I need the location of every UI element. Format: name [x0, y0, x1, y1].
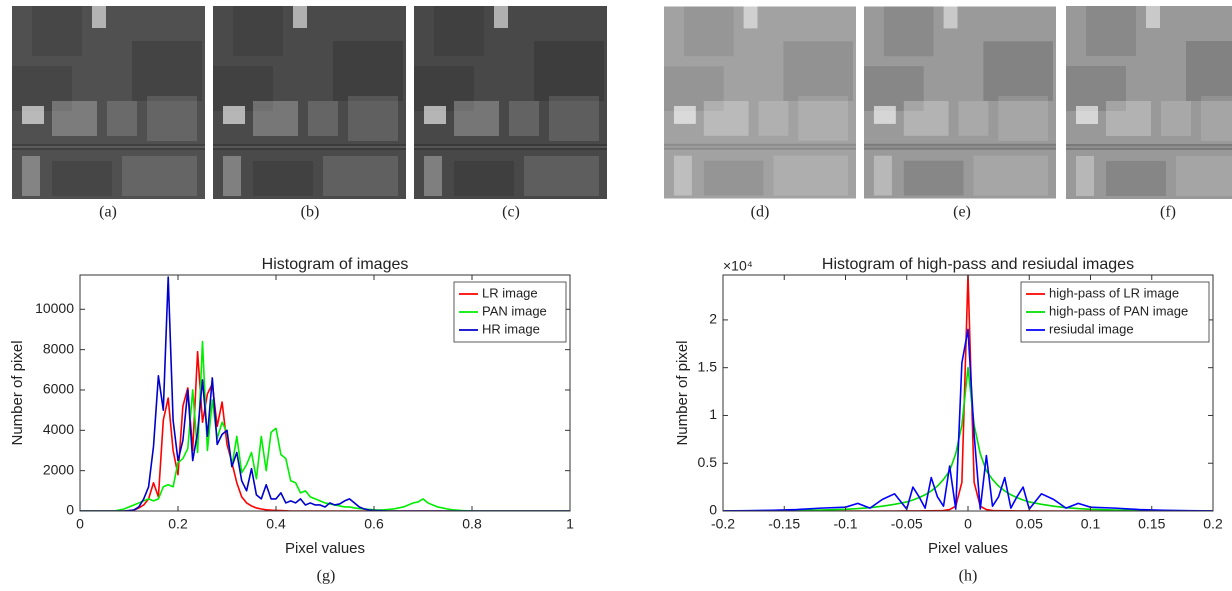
- y-tick-label: 2000: [43, 461, 74, 477]
- x-tick-label: 0.4: [266, 516, 286, 532]
- y-multiplier: ×10⁴: [723, 258, 753, 274]
- x-tick-label: 0: [76, 516, 84, 532]
- legend-label: LR image: [482, 285, 538, 300]
- image-c: [414, 6, 607, 199]
- y-axis-label: Number of pixel: [9, 340, 26, 445]
- plot-frame: [79, 274, 571, 512]
- y-tick-label: 6000: [43, 381, 74, 397]
- image-f: [1066, 6, 1232, 199]
- x-tick-label: 0.1: [1081, 516, 1101, 532]
- panel-label: (a): [99, 204, 117, 221]
- series-line: [723, 328, 1213, 511]
- x-tick-label: 0.2: [168, 516, 188, 532]
- series-line: [723, 366, 1213, 511]
- x-tick-label: -0.05: [891, 516, 923, 532]
- x-tick-label: 0.6: [364, 516, 384, 532]
- y-tick-label: 4000: [43, 421, 74, 437]
- series-line: [80, 350, 570, 511]
- legend-label: resiudal image: [1049, 321, 1134, 336]
- panel-label: (f): [1160, 204, 1176, 221]
- panel-label: (b): [301, 204, 320, 221]
- x-axis-label: Pixel values: [285, 540, 365, 557]
- y-axis-label: Number of pixel: [674, 340, 691, 445]
- x-axis-label: Pixel values: [928, 540, 1008, 557]
- plot-area: [723, 275, 1213, 511]
- series-line: [80, 276, 570, 511]
- plot-area: [80, 276, 570, 511]
- y-tick-label: 0: [709, 502, 717, 518]
- panel-label: (g): [317, 568, 336, 585]
- image-e: [864, 6, 1056, 199]
- y-tick-label: 10000: [35, 300, 74, 316]
- series-line: [80, 340, 570, 511]
- x-tick-label: 0.8: [462, 516, 482, 532]
- x-tick-label: -0.15: [768, 516, 800, 532]
- x-tick-label: 0.05: [1016, 516, 1043, 532]
- x-tick-label: -0.1: [833, 516, 857, 532]
- chart-title: Histogram of images: [262, 256, 409, 273]
- legend-box: [1020, 281, 1210, 343]
- legend-label: high-pass of PAN image: [1049, 303, 1188, 318]
- legend-label: HR image: [482, 321, 540, 336]
- x-tick-label: 0.2: [1203, 516, 1223, 532]
- y-tick-label: 0: [66, 502, 74, 518]
- panel-label: (c): [502, 204, 520, 221]
- y-tick-label: 1: [709, 406, 717, 422]
- y-tick-label: 1.5: [698, 358, 718, 374]
- chart-title: Histogram of high-pass and resiudal imag…: [822, 256, 1134, 273]
- x-tick-label: 1: [566, 516, 574, 532]
- legend-label: high-pass of LR image: [1049, 285, 1179, 300]
- legend-label: PAN image: [482, 303, 547, 318]
- x-tick-label: 0.15: [1138, 516, 1165, 532]
- panel-label: (e): [953, 204, 971, 221]
- y-tick-label: 8000: [43, 340, 74, 356]
- panel-label: (d): [751, 204, 770, 221]
- image-b: [213, 6, 406, 199]
- image-a: [12, 6, 205, 199]
- x-tick-label: -0.2: [711, 516, 735, 532]
- y-tick-label: 2: [709, 311, 717, 327]
- x-tick-label: 0: [964, 516, 972, 532]
- y-tick-label: 0.5: [698, 454, 718, 470]
- panel-label: (h): [959, 568, 978, 585]
- image-d: [664, 6, 856, 199]
